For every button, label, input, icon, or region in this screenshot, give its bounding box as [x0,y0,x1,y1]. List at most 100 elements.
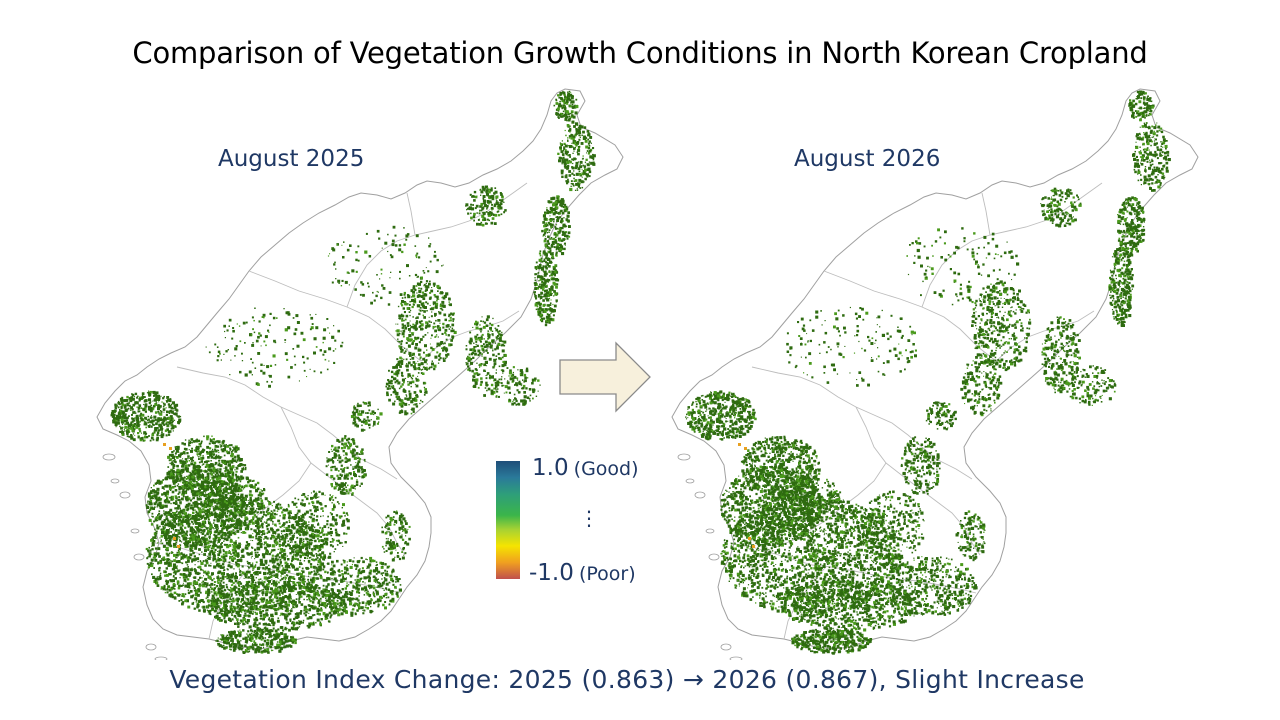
vegetation-pixel [200,509,202,510]
vegetation-pixel [201,464,203,466]
vegetation-pixel [258,590,261,593]
vegetation-pixel [305,585,308,588]
vegetation-pixel [185,484,189,488]
vegetation-pixel [274,582,278,586]
vegetation-pixel [219,509,222,512]
vegetation-pixel [299,533,302,537]
vegetation-pixel [235,475,237,478]
vegetation-pixel [213,508,215,510]
vegetation-pixel [172,511,174,514]
vegetation-pixel [254,497,257,500]
vegetation-pixel [117,406,120,409]
vegetation-pixel [220,519,224,523]
vegetation-pixel [166,548,169,552]
vegetation-pixel [205,542,207,545]
vegetation-pixel [183,480,186,483]
vegetation-pixel [178,536,181,538]
vegetation-pixel [276,603,278,605]
vegetation-pixel [217,581,220,585]
vegetation-pixel [215,559,218,562]
vegetation-pixel [130,421,133,424]
vegetation-pixel [216,509,218,511]
vegetation-pixel [179,539,182,542]
vegetation-pixel [174,460,177,464]
vegetation-pixel [217,513,219,515]
vegetation-pixel [316,612,319,615]
vegetation-pixel [194,470,198,474]
vegetation-pixel [218,619,222,622]
vegetation-pixel [215,470,217,472]
vegetation-pixel [272,607,275,610]
vegetation-pixel [154,432,156,434]
vegetation-pixel [254,618,257,621]
vegetation-pixel [277,507,279,509]
vegetation-pixel [121,430,123,432]
vegetation-pixel [172,568,176,571]
vegetation-pixel [191,441,193,444]
vegetation-pixel [173,404,177,408]
vegetation-pixel [207,460,210,462]
vegetation-pixel [252,584,254,586]
vegetation-pixel [263,507,266,509]
vegetation-pixel [186,509,189,512]
vegetation-pixel [303,605,307,609]
vegetation-pixel [270,614,274,618]
vegetation-pixel [234,575,238,580]
vegetation-pixel [285,628,288,631]
vegetation-pixel [180,552,183,555]
vegetation-pixel [192,540,194,542]
vegetation-pixel [246,598,250,601]
vegetation-pixel [148,393,152,397]
vegetation-pixel [237,493,240,495]
vegetation-pixel [239,488,242,491]
vegetation-pixel [168,430,172,433]
vegetation-pixel [139,414,142,417]
vegetation-pixel [313,572,317,576]
vegetation-pixel [312,595,316,599]
vegetation-pixel [143,439,146,442]
vegetation-pixel [287,598,290,600]
vegetation-pixel [134,423,136,425]
vegetation-pixel [293,554,295,556]
vegetation-pixel [214,500,217,502]
vegetation-pixel [172,498,175,501]
vegetation-pixel [252,601,255,605]
vegetation-pixel [280,575,282,577]
vegetation-pixel [165,492,169,496]
vegetation-pixel [216,585,219,588]
vegetation-pixel [253,529,256,532]
vegetation-pixel [269,599,273,603]
vegetation-pixel [164,591,167,594]
vegetation-pixel [176,464,179,468]
vegetation-pixel [247,562,251,565]
vegetation-pixel [250,593,252,596]
vegetation-pixel [229,565,233,569]
vegetation-pixel [279,579,282,582]
vegetation-pixel [207,604,211,607]
vegetation-pixel [255,607,259,611]
vegetation-pixel [285,621,288,623]
vegetation-pixel [223,508,226,512]
vegetation-pixel [298,583,301,587]
vegetation-pixel [296,536,299,539]
vegetation-pixel [168,405,172,409]
vegetation-pixel [205,560,208,563]
vegetation-pixel [148,552,150,554]
vegetation-pixel [239,569,242,572]
vegetation-pixel [334,596,337,598]
vegetation-pixel [240,557,242,559]
vegetation-pixel [229,575,232,578]
vegetation-pixel [196,496,198,498]
vegetation-pixel [224,504,226,506]
vegetation-pixel [138,410,141,413]
vegetation-pixel [281,599,285,603]
vegetation-pixel [185,506,188,508]
vegetation-pixel [318,553,322,557]
vegetation-pixel [148,552,152,556]
vegetation-pixel [224,447,226,449]
vegetation-pixel [153,484,155,487]
vegetation-pixel [111,414,115,418]
vegetation-pixel [200,481,205,485]
vegetation-pixel [162,507,164,509]
vegetation-pixel [152,515,154,518]
